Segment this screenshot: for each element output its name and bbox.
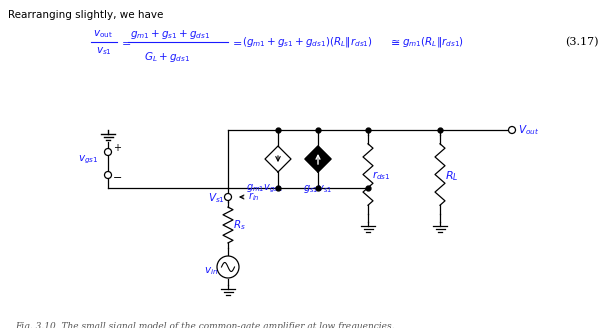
Text: $=$: $=$ [230,37,242,47]
Text: Rearranging slightly, we have: Rearranging slightly, we have [8,10,163,20]
Circle shape [217,256,239,278]
Text: $v_{in}$: $v_{in}$ [204,265,218,277]
Text: $(g_{m1}+g_{s1}+g_{ds1})(R_L\Vert r_{ds1})$: $(g_{m1}+g_{s1}+g_{ds1})(R_L\Vert r_{ds1… [242,35,373,49]
Text: $g_{s1}v_{s1}$: $g_{s1}v_{s1}$ [303,183,332,195]
Text: $V_{out}$: $V_{out}$ [518,123,539,137]
Text: Fig. 3.10  The small signal model of the common-gate amplifier at low frequencie: Fig. 3.10 The small signal model of the … [15,322,394,328]
Text: $g_{m1}(R_L\Vert r_{ds1})$: $g_{m1}(R_L\Vert r_{ds1})$ [402,35,464,49]
Text: $v_{s1}$: $v_{s1}$ [96,45,112,57]
Text: $G_L+g_{ds1}$: $G_L+g_{ds1}$ [144,50,190,64]
Text: +: + [113,143,121,153]
Circle shape [224,194,232,200]
Text: $=$: $=$ [119,37,131,47]
Text: $r_{ds1}$: $r_{ds1}$ [372,170,391,182]
Circle shape [104,172,112,178]
Text: $V_{s1}$: $V_{s1}$ [208,191,225,205]
Text: (3.17): (3.17) [565,37,599,47]
Text: $g_{m1}v_{gs1}$: $g_{m1}v_{gs1}$ [246,183,283,195]
Text: $r_{in}$: $r_{in}$ [248,191,260,203]
Text: −: − [113,173,122,183]
Text: $g_{m1}+g_{s1}+g_{ds1}$: $g_{m1}+g_{s1}+g_{ds1}$ [130,28,210,41]
Text: $R_s$: $R_s$ [233,218,246,232]
Polygon shape [305,146,331,172]
Text: $\cong$: $\cong$ [388,37,400,47]
Text: $v_{\rm out}$: $v_{\rm out}$ [93,28,113,40]
Text: $v_{gs1}$: $v_{gs1}$ [78,154,98,166]
Text: $R_L$: $R_L$ [445,169,459,183]
Circle shape [104,149,112,155]
Circle shape [508,127,516,133]
